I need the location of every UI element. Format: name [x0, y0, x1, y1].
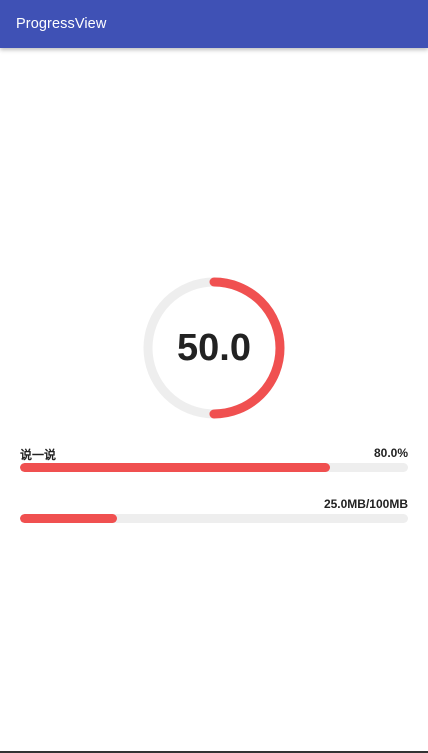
app-bar: ProgressView	[0, 0, 428, 48]
labeled-progress-track	[20, 463, 408, 472]
labeled-progress-fill	[20, 463, 331, 472]
download-progress-size: 25.0MB/100MB	[323, 497, 408, 511]
labeled-progress-header: 说一说 80.0%	[20, 446, 408, 462]
circular-progress: 50.0	[142, 276, 286, 420]
circular-progress-arc	[143, 277, 285, 419]
bottom-edge-divider	[0, 751, 428, 753]
app-title: ProgressView	[16, 16, 107, 32]
labeled-progress-percent: 80.0%	[373, 446, 408, 460]
download-progress-header: 25.0MB/100MB	[20, 497, 408, 513]
circular-progress-value: 50.0	[177, 326, 251, 369]
download-progress-fill	[20, 514, 117, 523]
download-progress-track	[20, 514, 408, 523]
labeled-progress-bar: 说一说 80.0%	[20, 446, 408, 472]
labeled-progress-label: 说一说	[20, 448, 57, 462]
download-progress-bar: 25.0MB/100MB	[20, 497, 408, 523]
circular-progress-graphic	[143, 277, 285, 419]
